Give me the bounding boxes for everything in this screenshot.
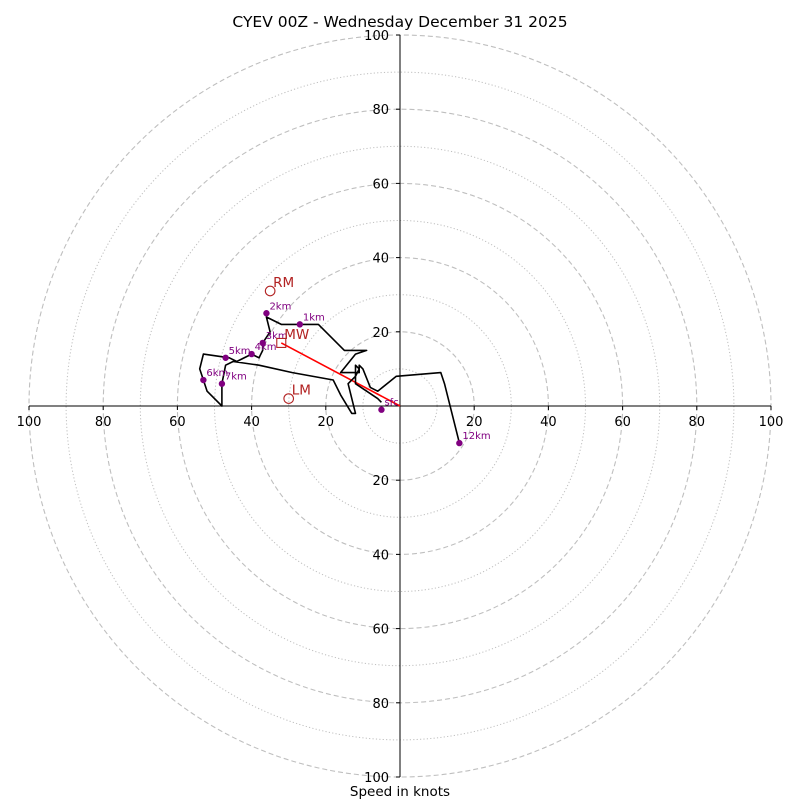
x-axis-label: Speed in knots xyxy=(350,784,450,800)
y-tick-label: 60 xyxy=(372,177,389,192)
x-tick-label: 60 xyxy=(169,415,186,430)
x-tick-label: 80 xyxy=(689,415,706,430)
x-tick-label: 60 xyxy=(614,415,631,430)
y-tick-label: 20 xyxy=(372,474,389,489)
x-tick-label: 80 xyxy=(95,415,112,430)
y-tick-label: 40 xyxy=(372,548,389,563)
shear-vector xyxy=(280,342,401,407)
mean-wind-marker xyxy=(276,337,287,348)
wind-trace xyxy=(198,316,461,444)
wind-trace-line xyxy=(198,316,461,444)
height-marker-label: 3km xyxy=(266,331,288,342)
height-marker-dot xyxy=(200,376,207,384)
height-marker-label: 4km xyxy=(255,342,277,353)
y-tick-label: 60 xyxy=(372,623,389,638)
y-tick-label: 100 xyxy=(364,29,389,44)
height-marker-dot xyxy=(456,439,463,447)
y-tick-label: 80 xyxy=(372,697,389,712)
storm-motion-marker xyxy=(264,285,276,297)
x-tick-label: 100 xyxy=(759,415,784,430)
storm-motion-marker xyxy=(283,393,295,404)
chart-title: CYEV 00Z - Wednesday December 31 2025 xyxy=(232,13,567,31)
x-tick-label: 20 xyxy=(466,415,483,430)
height-marker-dot xyxy=(222,354,229,361)
height-marker-label: sfc xyxy=(384,398,398,409)
y-tick-label: 20 xyxy=(372,326,389,341)
shear-line xyxy=(280,342,401,407)
storm-motion-label: MW xyxy=(284,327,309,343)
height-marker-dot xyxy=(378,406,385,413)
height-marker-label: 12km xyxy=(462,431,490,442)
storm-motion-label: LM xyxy=(292,383,311,399)
height-marker-label: 1km xyxy=(303,312,325,323)
height-marker-dot xyxy=(296,321,304,328)
x-tick-label: 20 xyxy=(318,415,335,430)
height-marker-label: 5km xyxy=(229,346,251,357)
tick-labels: 100 80 60 40 20 20 40 60 80 100 100 80 60 40 20 20 40 60 8… xyxy=(17,29,784,786)
height-marker-label: 6km xyxy=(206,368,228,379)
height-marker-dot xyxy=(218,380,226,387)
height-marker-label: 2km xyxy=(269,301,291,312)
y-tick-label: 40 xyxy=(372,252,389,267)
x-tick-label: 100 xyxy=(17,415,42,430)
height-marker-dot xyxy=(263,310,270,317)
storm-motions: RM LM MW xyxy=(264,275,311,404)
x-tick-label: 40 xyxy=(540,415,557,430)
y-tick-label: 100 xyxy=(364,771,389,786)
height-marker-label: 7km xyxy=(225,372,247,383)
y-tick-label: 80 xyxy=(372,103,389,118)
height-marker-dot xyxy=(248,350,255,358)
storm-motion-label: RM xyxy=(273,275,294,291)
x-tick-label: 40 xyxy=(243,415,260,430)
height-marker-dot xyxy=(259,339,266,347)
